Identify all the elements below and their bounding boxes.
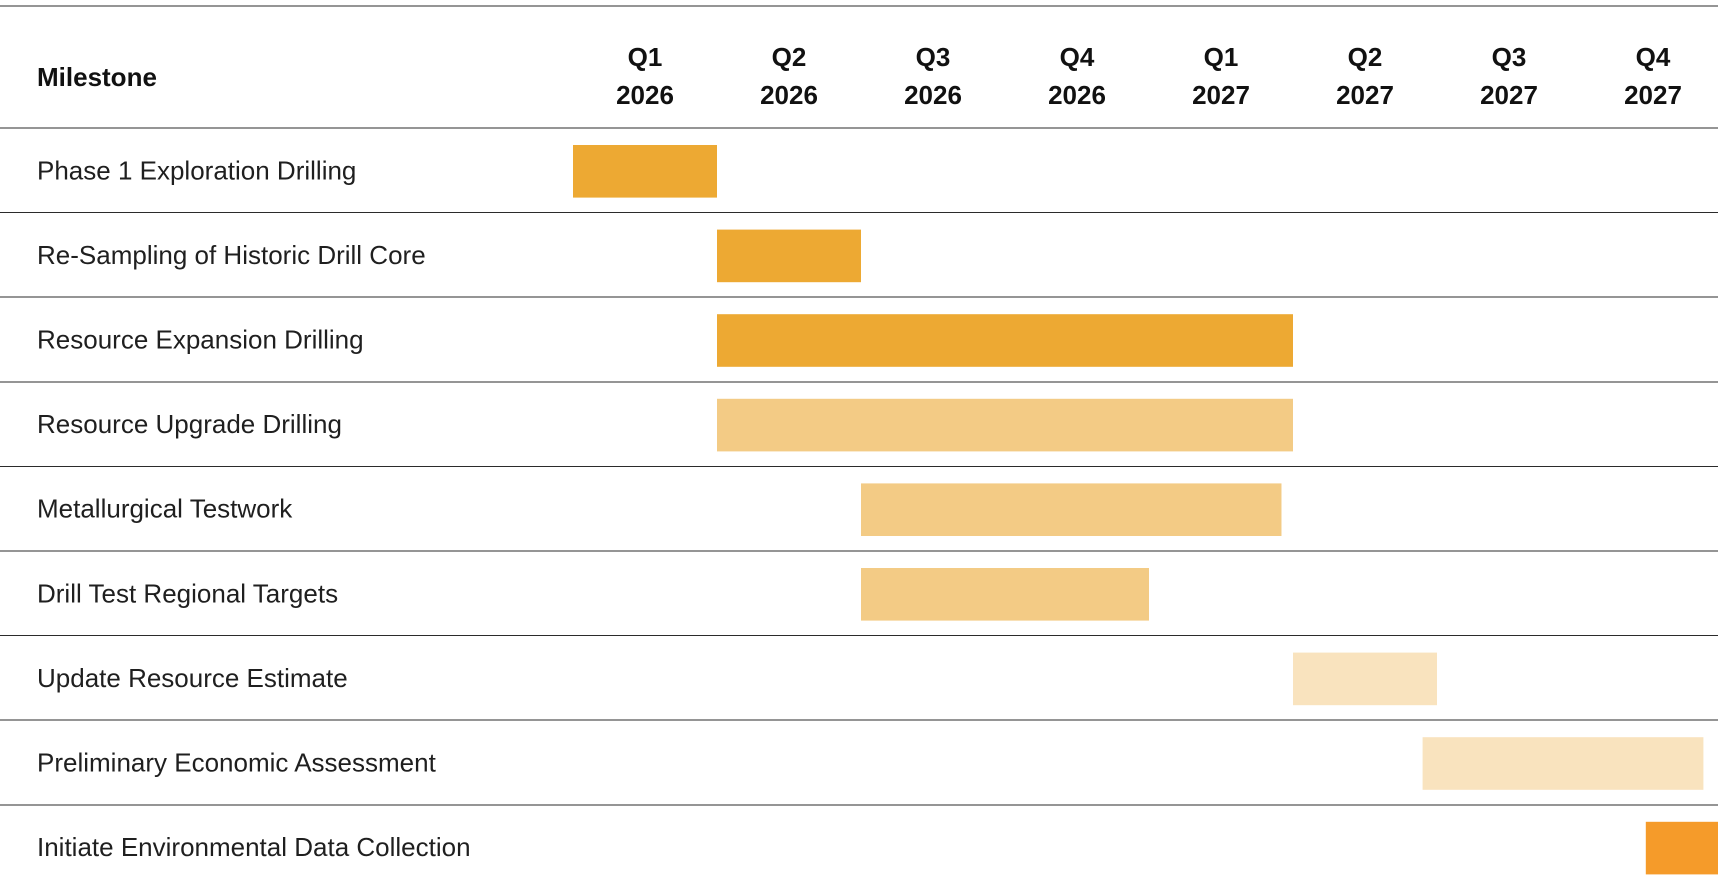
task-label: Metallurgical Testwork: [37, 494, 293, 524]
task-label: Re-Sampling of Historic Drill Core: [37, 240, 426, 270]
chart-text: Milestone Q1 2026 Q2 2026 Q3 2026 Q4 2026 Q1 2027…: [37, 42, 1682, 862]
task-label: Resource Expansion Drilling: [37, 325, 364, 355]
task-label: Preliminary Economic Assessment: [37, 748, 437, 778]
task-bar: [573, 145, 717, 198]
year-header-label: 2026: [1048, 80, 1106, 110]
year-header-label: 2027: [1480, 80, 1538, 110]
year-header-label: 2027: [1624, 80, 1682, 110]
task-label: Drill Test Regional Targets: [37, 578, 338, 608]
task-label: Phase 1 Exploration Drilling: [37, 155, 356, 185]
quarter-header-label: Q4: [1060, 42, 1095, 72]
task-label: Resource Upgrade Drilling: [37, 409, 342, 439]
quarter-header-label: Q2: [772, 42, 807, 72]
task-bar: [1422, 737, 1704, 790]
task-bar: [1645, 821, 1718, 875]
task-label: Update Resource Estimate: [37, 663, 348, 693]
task-label: Initiate Environmental Data Collection: [37, 832, 471, 862]
quarter-header-label: Q4: [1636, 42, 1671, 72]
year-header-label: 2026: [760, 80, 818, 110]
quarter-header-label: Q1: [628, 42, 663, 72]
task-bar: [861, 483, 1282, 536]
year-header-label: 2026: [616, 80, 674, 110]
task-bar: [717, 398, 1293, 452]
task-bar: [717, 314, 1293, 367]
year-header-label: 2027: [1192, 80, 1250, 110]
task-bar: [717, 229, 861, 283]
milestone-column-header: Milestone: [37, 62, 157, 92]
quarter-header-label: Q2: [1348, 42, 1383, 72]
grid-lines: [0, 5, 1718, 806]
quarter-header-label: Q3: [916, 42, 951, 72]
year-header-label: 2027: [1336, 80, 1394, 110]
quarter-header-label: Q1: [1204, 42, 1239, 72]
task-bar: [861, 568, 1149, 621]
task-bar: [1293, 652, 1437, 706]
task-bars: [573, 145, 1718, 875]
year-header-label: 2026: [904, 80, 962, 110]
quarter-header-label: Q3: [1492, 42, 1527, 72]
